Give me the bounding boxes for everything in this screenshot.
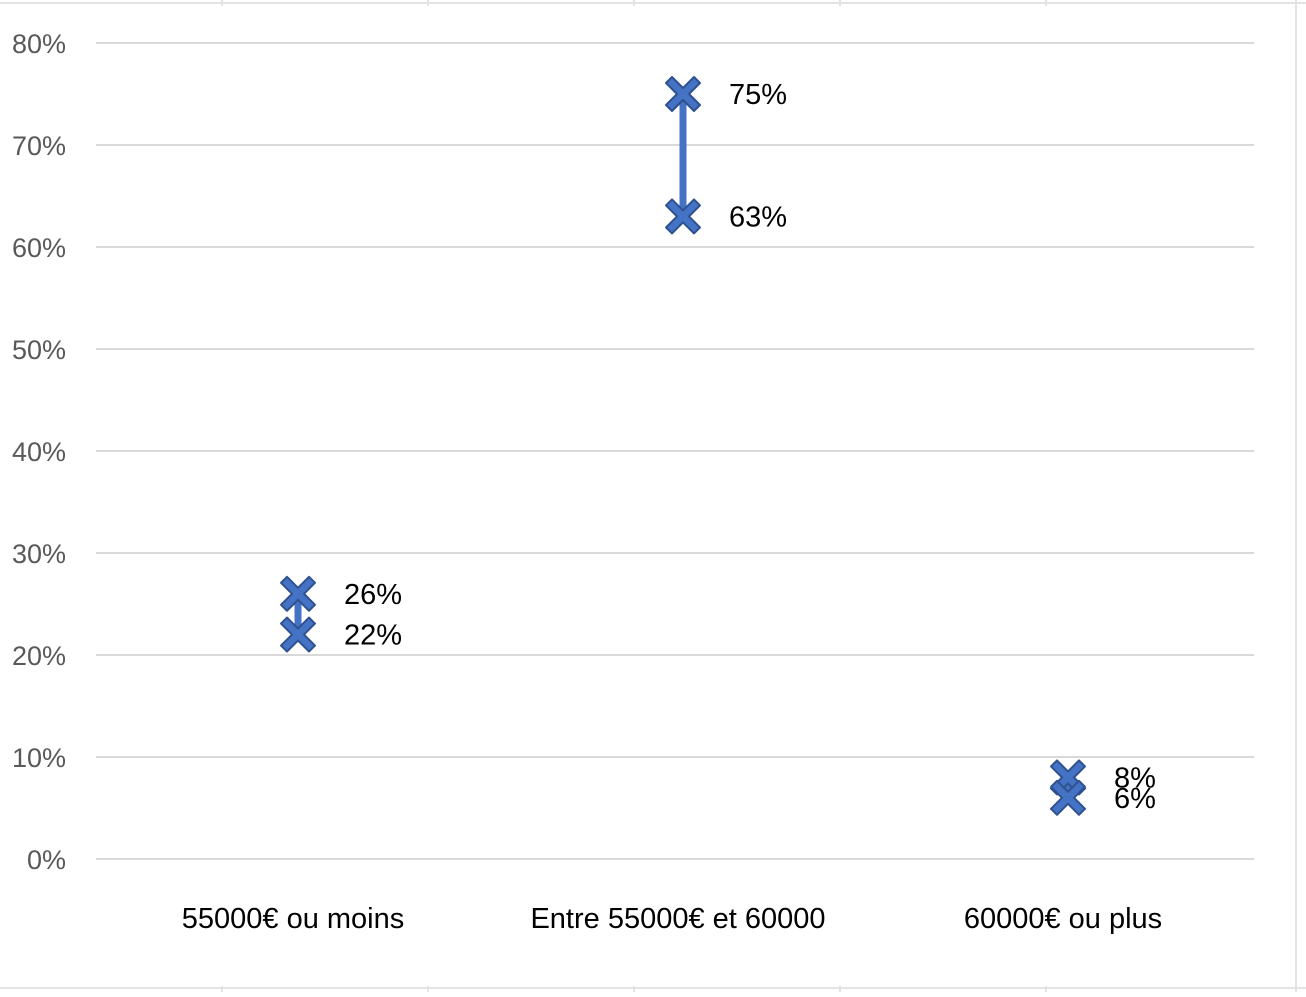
y-tick-label: 70% [12,131,66,161]
data-point-marker [665,198,701,235]
y-tick-label: 40% [12,437,66,467]
y-tick-label: 60% [12,233,66,263]
data-markers [280,76,1086,816]
gridlines [96,42,1254,860]
y-tick-label: 30% [12,539,66,569]
x-axis-category-labels: 55000€ ou moins Entre 55000€ et 60000 6000… [182,903,1162,935]
x-category-label: 55000€ ou moins [182,903,405,935]
data-point-marker [280,616,316,653]
y-tick-label: 10% [12,743,66,773]
x-category-label: 60000€ ou plus [964,903,1162,935]
data-label: 8% [1114,762,1156,794]
y-tick-label: 0% [27,845,66,875]
x-category-label: Entre 55000€ et 60000 [530,903,825,935]
data-label: 6% [1114,783,1156,815]
range-connectors [294,94,1072,798]
y-axis-tick-labels: 0% 10% 20% 30% 40% 50% 60% 70% 80% [12,29,66,875]
data-labels: 26% 75% 8% 22% 63% 6% [344,79,1156,815]
data-point-marker [1050,779,1086,816]
data-label: 63% [729,201,787,233]
data-label: 75% [729,79,787,111]
data-point-marker [280,575,316,612]
y-tick-label: 80% [12,29,66,59]
data-point-marker [665,76,701,112]
y-tick-label: 20% [12,641,66,671]
y-tick-label: 50% [12,335,66,365]
data-label: 22% [344,620,402,652]
data-label: 26% [344,579,402,611]
